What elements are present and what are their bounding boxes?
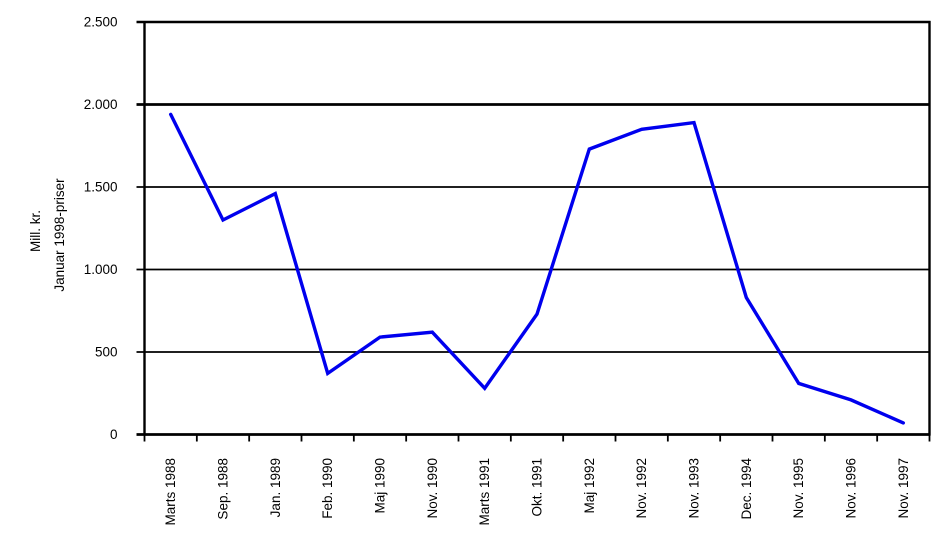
x-tick-label: Nov. 1996 <box>844 458 859 519</box>
x-tick-label: Nov. 1995 <box>791 458 806 519</box>
x-tick-label: Maj 1992 <box>582 458 597 514</box>
x-tick-label: Feb. 1990 <box>320 458 335 519</box>
y-axis-title-line1: Mill. kr. <box>28 210 43 252</box>
y-tick-label: 1.500 <box>84 180 118 195</box>
y-tick-label: 1.000 <box>84 262 118 277</box>
x-tick-label: Dec. 1994 <box>739 458 754 520</box>
x-tick-label: Okt. 1991 <box>530 458 545 517</box>
data-line-series <box>168 112 905 425</box>
y-tick-label: 2.000 <box>84 97 118 112</box>
y-tick-label: 500 <box>95 345 118 360</box>
x-tick-label: Nov. 1993 <box>687 458 702 519</box>
y-axis-title-line2: Januar 1998-priser <box>52 178 67 292</box>
x-tick-label: Nov. 1992 <box>634 458 649 519</box>
x-tick-label: Marts 1988 <box>163 458 178 526</box>
x-tick-label: Nov. 1990 <box>425 458 440 519</box>
x-tick-label: Maj 1990 <box>373 458 388 514</box>
x-tick-label: Sep. 1988 <box>216 458 231 520</box>
y-tick-label: 0 <box>110 427 118 442</box>
y-tick-label: 2.500 <box>84 15 118 30</box>
x-tick-label: Jan. 1989 <box>268 458 283 517</box>
x-tick-label: Nov. 1997 <box>896 458 911 519</box>
x-tick-label: Marts 1991 <box>477 458 492 526</box>
